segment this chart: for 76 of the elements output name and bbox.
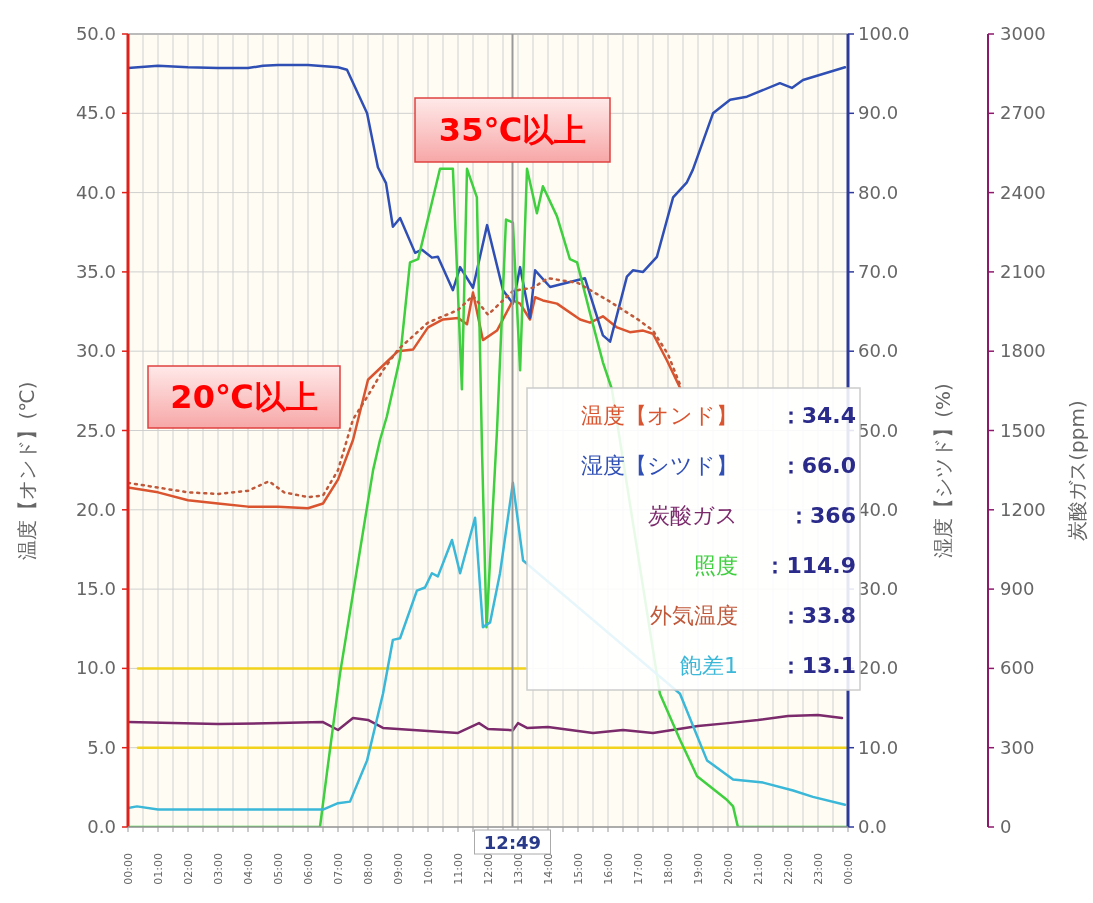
y2-tick-label: 70.0 [858,260,899,282]
annotation: ：34.4 [779,403,856,428]
x-tick-label: 05:00 [272,853,285,885]
y-tick-label: 15.0 [75,578,116,600]
x-tick-label: 17:00 [632,853,645,885]
y3-tick-label: 3000 [1000,23,1046,44]
y3-tick-label: 300 [1000,736,1035,758]
x-tick-label: 14:00 [542,853,555,885]
y3-tick-label: 1800 [1000,340,1046,362]
series-label: 飽差1 [680,653,738,678]
text: 照度 [694,553,738,578]
x-tick-label: 12:00 [482,853,495,885]
y-tick-label: 0.0 [87,816,116,837]
y-tick-label: 20.0 [75,498,116,520]
x-tick-label: 13:00 [512,853,525,885]
text: 湿度【シツド】 [581,453,738,478]
y-tick-label: 30.0 [75,340,116,362]
x-tick-label: 15:00 [572,853,585,885]
y-tick-label: 5.0 [87,736,116,758]
annotation: ：13.1 [779,653,856,678]
y3-tick-label: 2400 [1000,181,1046,203]
x-tick-label: 00:00 [122,853,135,885]
y-tick-label: 50.0 [75,23,116,44]
y-axis-title: 温度【オンド】(℃) [15,381,39,560]
x-tick-label: 08:00 [362,853,375,885]
x-tick-label: 16:00 [602,853,615,885]
text: 外気温度 [650,603,738,628]
y-tick-label: 45.0 [75,102,116,124]
x-tick-label: 03:00 [212,853,225,885]
text: 炭酸ガス [648,503,738,528]
y2-tick-label: 100.0 [858,23,910,44]
y3-tick-label: 1200 [1000,498,1046,520]
x-tick-label: 10:00 [422,853,435,885]
x-tick-label: 09:00 [392,853,405,885]
y2-tick-label: 10.0 [858,736,899,758]
text: 12:49 [483,832,542,853]
x-tick-label: 07:00 [332,853,345,885]
x-tick-label: 23:00 [812,853,825,885]
annotation: ：66.0 [779,453,856,478]
series-label: 温度【オンド】 [581,403,738,428]
y3-tick-label: 900 [1000,578,1035,600]
y2-tick-label: 80.0 [858,181,899,203]
x-tick-label: 04:00 [242,853,255,885]
y2-tick-label: 20.0 [858,657,899,679]
x-tick-label: 06:00 [302,853,315,885]
y3-tick-label: 2700 [1000,102,1046,124]
y3-tick-label: 2100 [1000,260,1046,282]
y-tick-label: 10.0 [75,657,116,679]
annotation: 35℃以上 [438,111,587,149]
y3-tick-label: 0 [1000,816,1012,837]
y2-tick-label: 30.0 [858,578,899,600]
annotation: ：33.8 [779,603,856,628]
x-tick-label: 00:00 [842,853,855,885]
x-tick-label: 11:00 [452,853,465,885]
x-tick-label: 02:00 [182,853,195,885]
y2-tick-label: 40.0 [858,498,899,520]
y2-tick-label: 0.0 [858,816,887,837]
y-tick-label: 35.0 [75,260,116,282]
y2-tick-label: 90.0 [858,102,899,124]
annotation: ：114.9 [764,553,856,578]
x-tick-label: 22:00 [782,853,795,885]
x-tick-label: 18:00 [662,853,675,885]
x-tick-label: 01:00 [152,853,165,885]
x-tick-label: 19:00 [692,853,705,885]
x-tick-label: 20:00 [722,853,735,885]
annotation: ：366 [788,503,856,528]
y3-tick-label: 600 [1000,657,1035,679]
y3-axis-title: 炭酸ガス(ppm) [1065,400,1089,541]
y2-tick-label: 60.0 [858,340,899,362]
y-tick-label: 25.0 [75,419,116,441]
y-tick-label: 40.0 [75,181,116,203]
y3-tick-label: 1500 [1000,419,1046,441]
annotation: 20℃以上 [170,378,318,416]
x-tick-label: 21:00 [752,853,765,885]
y2-tick-label: 50.0 [858,419,899,441]
y2-axis-title: 湿度【シツド】(%) [931,383,955,558]
